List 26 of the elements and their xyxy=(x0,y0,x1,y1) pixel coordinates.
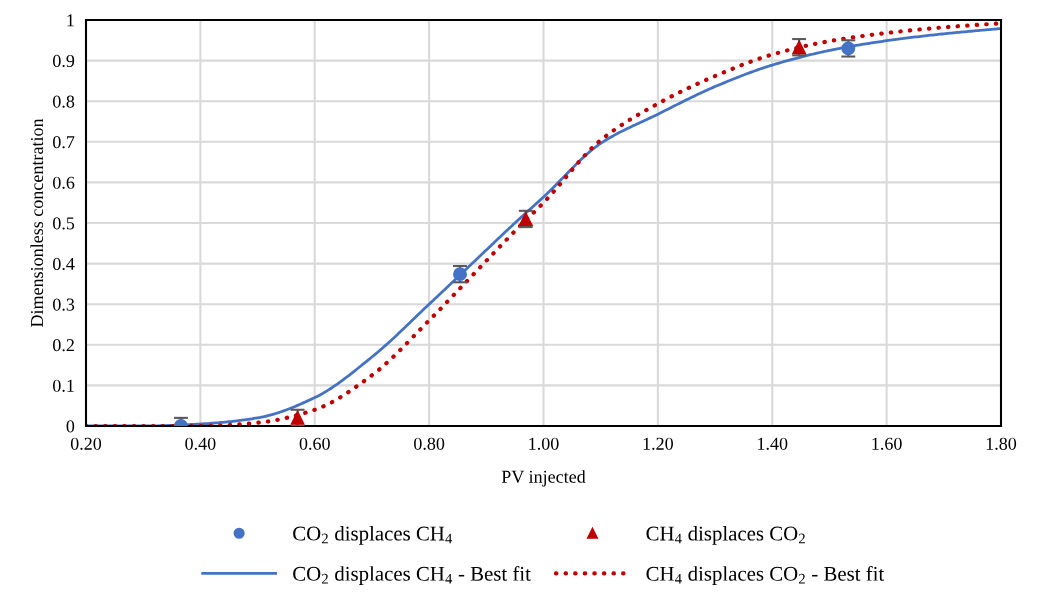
y-axis-title: Dimensionless concentration xyxy=(30,118,44,328)
x-tick-label: 0.60 xyxy=(299,437,330,450)
legend-label: CO$_{2}$ displaces CH$_{4}$ - Best fit xyxy=(293,565,531,586)
x-tick-label: 0.40 xyxy=(185,437,216,450)
y-tick-label: 0.1 xyxy=(53,379,74,392)
x-tick-label: 1.00 xyxy=(529,437,559,450)
y-tick-label: 0.9 xyxy=(53,54,75,68)
legend-label: CH$_{4}$ displaces CO$_{2}$ - Best fit xyxy=(646,565,885,586)
x-tick-label: 0.80 xyxy=(414,437,445,450)
y-tick-label: 0.4 xyxy=(53,257,75,271)
x-axis-title: PV injected xyxy=(501,470,586,487)
x-tick-label: 1.60 xyxy=(872,437,902,450)
x-tick-label: 1.40 xyxy=(758,437,788,450)
y-tick-label: 0.5 xyxy=(53,217,75,230)
y-tick-label: 0.3 xyxy=(53,298,75,311)
legend-label: CH$_{4}$ displaces CO$_{2}$ xyxy=(646,525,805,545)
y-tick-label: 0.2 xyxy=(53,339,74,352)
x-tick-label: 1.80 xyxy=(986,437,1017,450)
y-tick-label: 0.6 xyxy=(53,176,75,189)
y-tick-label: 0.8 xyxy=(53,95,75,108)
legend-label: CO$_{2}$ displaces CH$_{4}$ xyxy=(293,525,453,545)
y-tick-label: 1 xyxy=(67,14,74,27)
y-tick-label: 0 xyxy=(66,420,75,433)
y-tick-label: 0.7 xyxy=(53,136,75,149)
x-tick-label: 1.20 xyxy=(643,437,673,450)
x-tick-label: 0.20 xyxy=(70,437,102,450)
